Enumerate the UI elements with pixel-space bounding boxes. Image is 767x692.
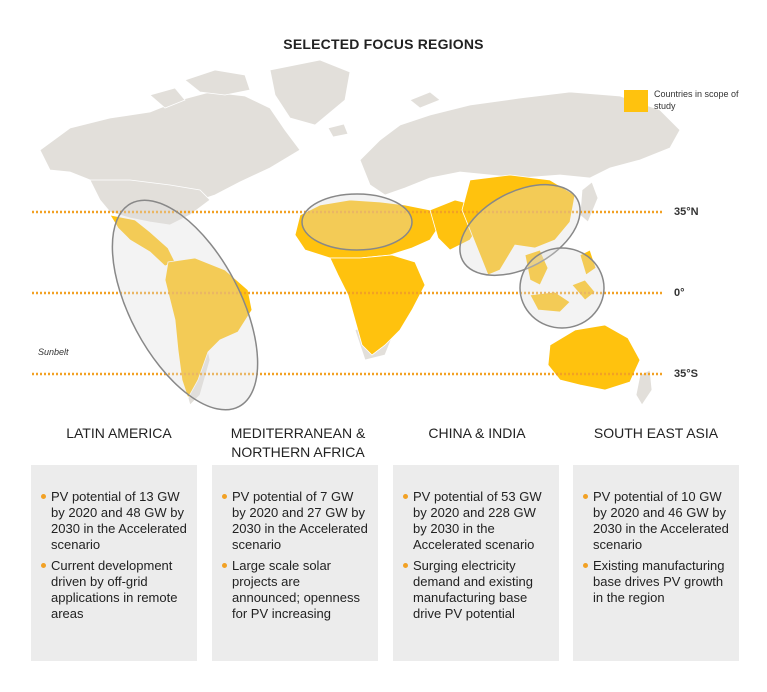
lat-equator-label: 0° xyxy=(674,287,685,299)
latitude-lines xyxy=(32,210,662,376)
bullet-dot xyxy=(583,563,588,568)
world-map xyxy=(32,59,681,411)
list-item: Surging electricity demand and existing … xyxy=(403,558,551,622)
region-title-china-india: CHINA & INDIA xyxy=(428,425,526,441)
list-item: PV potential of 7 GW by 2020 and 27 GW b… xyxy=(222,489,370,553)
region-card-south-east-asia: PV potential of 10 GW by 2020 and 46 GW … xyxy=(573,465,739,661)
list-item: Large scale solar projects are announced… xyxy=(222,558,370,622)
list-item: Existing manufacturing base drives PV gr… xyxy=(583,558,731,606)
list-item: PV potential of 10 GW by 2020 and 46 GW … xyxy=(583,489,731,553)
region-title-latin-america: LATIN AMERICA xyxy=(66,425,172,441)
sunbelt-label: Sunbelt xyxy=(38,347,69,357)
land-focus xyxy=(109,174,641,399)
region-card-china-india: PV potential of 53 GW by 2020 and 228 GW… xyxy=(393,465,559,661)
bullet-dot xyxy=(222,494,227,499)
lat-35n-label: 35°N xyxy=(674,206,699,218)
bullet-dot xyxy=(41,494,46,499)
lat-35s-label: 35°S xyxy=(674,368,698,380)
region-card-latin-america: PV potential of 13 GW by 2020 and 48 GW … xyxy=(31,465,197,661)
region-title-mediterranean: MEDITERRANEAN & NORTHERN AFRICA xyxy=(230,425,366,460)
bullet-dot xyxy=(583,494,588,499)
list-item: Current development driven by off-grid a… xyxy=(41,558,189,622)
mediterranean-ellipse xyxy=(301,193,413,251)
legend: Countries in scope of study xyxy=(624,87,754,113)
bullet-dot xyxy=(403,563,408,568)
legend-label: Countries in scope of study xyxy=(654,89,739,111)
page-title: SELECTED FOCUS REGIONS xyxy=(283,36,484,52)
list-item: PV potential of 13 GW by 2020 and 48 GW … xyxy=(41,489,189,553)
list-item: PV potential of 53 GW by 2020 and 228 GW… xyxy=(403,489,551,553)
legend-swatch xyxy=(624,90,648,112)
region-ellipses xyxy=(111,183,605,411)
bullet-dot xyxy=(222,563,227,568)
region-title-south-east-asia: SOUTH EAST ASIA xyxy=(593,425,719,441)
region-card-mediterranean: PV potential of 7 GW by 2020 and 27 GW b… xyxy=(212,465,378,661)
china-india-ellipse xyxy=(459,183,581,277)
bullet-dot xyxy=(403,494,408,499)
bullet-dot xyxy=(41,563,46,568)
south-east-asia-ellipse xyxy=(519,247,605,329)
latin-america-ellipse xyxy=(111,199,259,411)
